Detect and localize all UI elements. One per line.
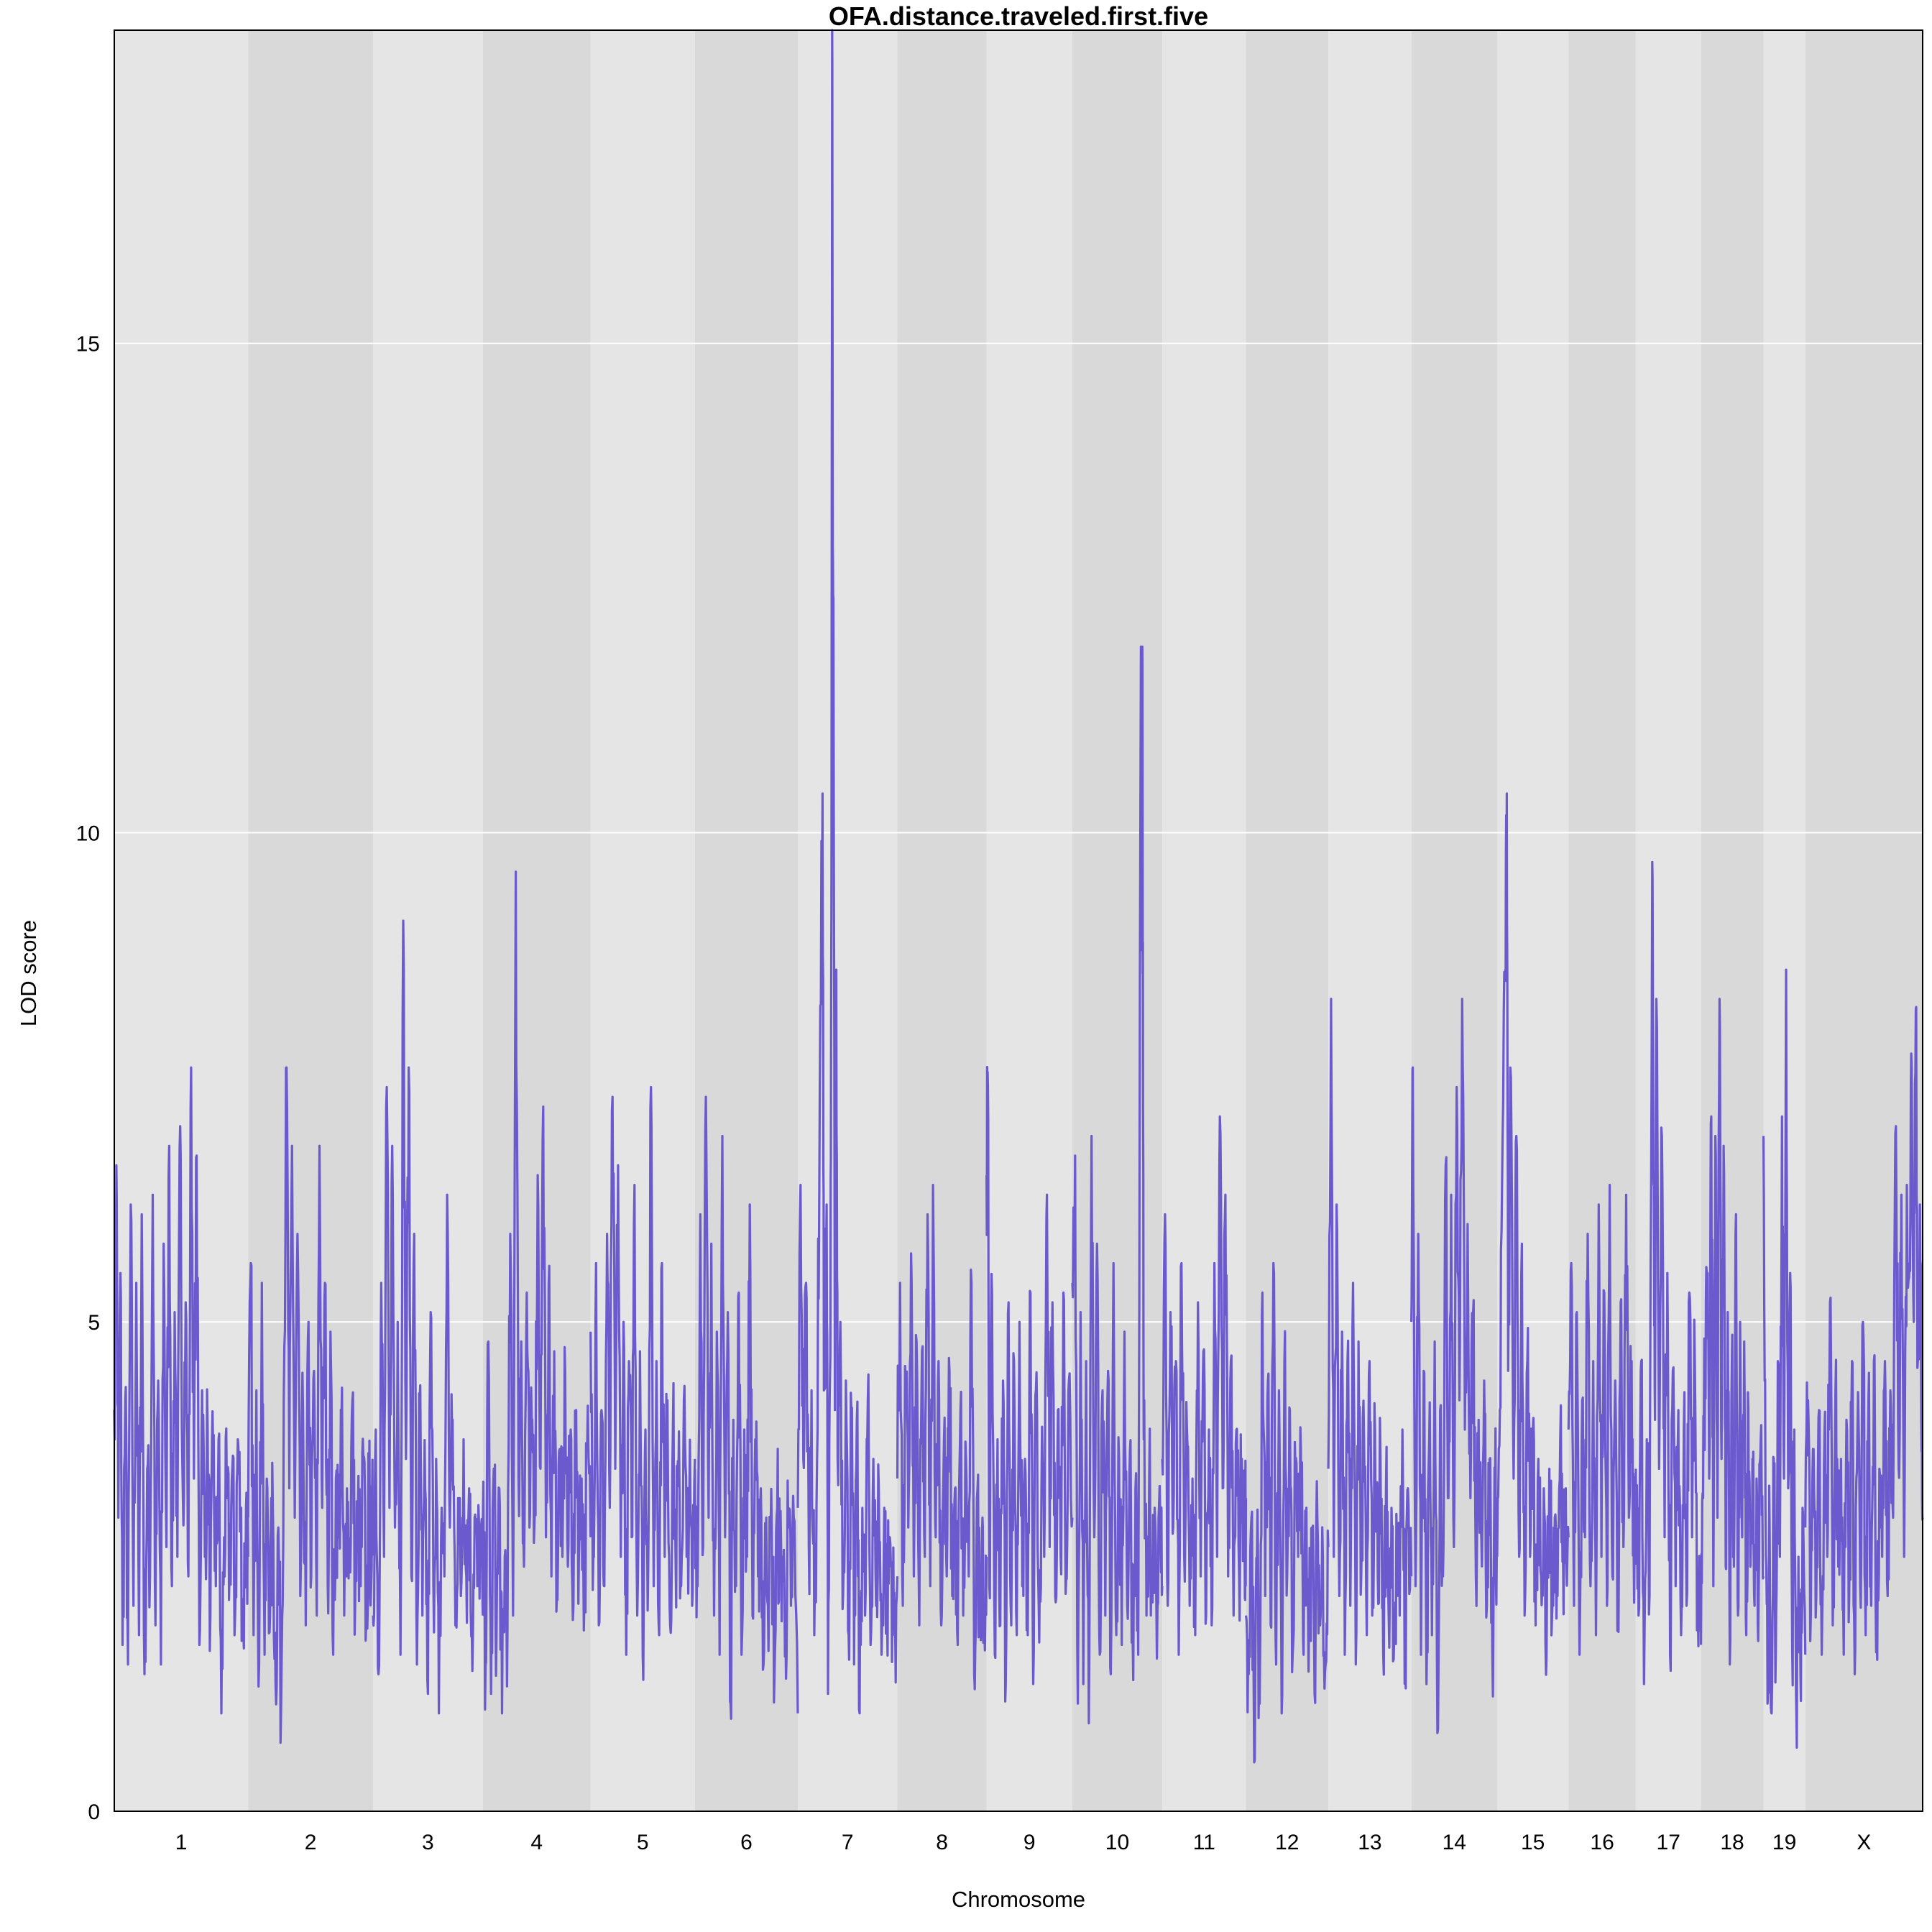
lod-line-chr-15 [1496, 792, 1570, 1676]
lod-line-chr-6 [694, 1095, 799, 1720]
x-tick-label: X [1857, 1831, 1871, 1854]
x-tick-label: 8 [936, 1831, 948, 1854]
lod-line-chr-2 [247, 1066, 374, 1744]
y-tick-label: 10 [76, 822, 100, 845]
x-tick-label: 17 [1657, 1831, 1680, 1854]
x-tick-label: 1 [175, 1831, 188, 1854]
chromosome-band-15 [1497, 30, 1569, 1811]
x-tick-label: 2 [305, 1831, 317, 1854]
lod-line-chr-8 [896, 1183, 988, 1690]
x-tick-label: 16 [1590, 1831, 1614, 1854]
x-tick-label: 4 [530, 1831, 543, 1854]
lod-line-chr-7 [796, 29, 899, 1715]
x-tick-label: 14 [1443, 1831, 1466, 1854]
lod-line-chr-14 [1410, 998, 1498, 1734]
lod-line-chr-12 [1244, 1261, 1330, 1764]
x-tick-label: 18 [1720, 1831, 1744, 1854]
lod-line-chr-4 [482, 870, 592, 1715]
lod-line-chr-13 [1327, 998, 1413, 1690]
y-tick-label: 15 [76, 333, 100, 356]
lod-line-chr-16 [1567, 1183, 1637, 1656]
lod-line-chr-10 [1071, 645, 1164, 1725]
x-tick-label: 11 [1193, 1831, 1215, 1854]
lod-line-chr-1 [113, 1066, 249, 1715]
y-axis-title: LOD score [16, 920, 41, 1026]
x-axis-title: Chromosome [952, 1887, 1085, 1912]
x-tick-label: 15 [1521, 1831, 1545, 1854]
y-tick-label: 5 [88, 1311, 100, 1335]
lod-line-chr-5 [589, 1085, 696, 1681]
lod-line-chr-3 [372, 919, 484, 1715]
plot-frame [114, 29, 1923, 1812]
lod-line-chr-17 [1634, 860, 1703, 1685]
y-tick-label: 0 [88, 1800, 100, 1824]
x-tick-label: 5 [637, 1831, 649, 1854]
lod-line-chr-18 [1700, 998, 1765, 1666]
x-axis: 1 2 3 4 5 6 7 8 9 10 11 12 13 14 15 16 17 18 19 X [175, 1831, 1872, 1854]
x-tick-label: 6 [740, 1831, 753, 1854]
x-tick-label: 7 [842, 1831, 854, 1854]
x-tick-label: 12 [1275, 1831, 1299, 1854]
y-axis: 0 5 10 15 [76, 333, 100, 1824]
x-tick-label: 10 [1105, 1831, 1129, 1854]
lod-line-chr-9 [985, 1065, 1074, 1703]
lod-series [113, 29, 1924, 1764]
x-tick-label: 3 [422, 1831, 434, 1854]
lod-line-chr-X [1804, 1006, 1924, 1675]
x-tick-label: 13 [1358, 1831, 1381, 1854]
lod-line-chr-11 [1161, 1115, 1248, 1656]
x-tick-label: 9 [1024, 1831, 1036, 1854]
lod-line-chr-19 [1762, 968, 1807, 1749]
chart-title: OFA.distance.traveled.first.five [829, 1, 1208, 31]
x-tick-label: 19 [1772, 1831, 1796, 1854]
